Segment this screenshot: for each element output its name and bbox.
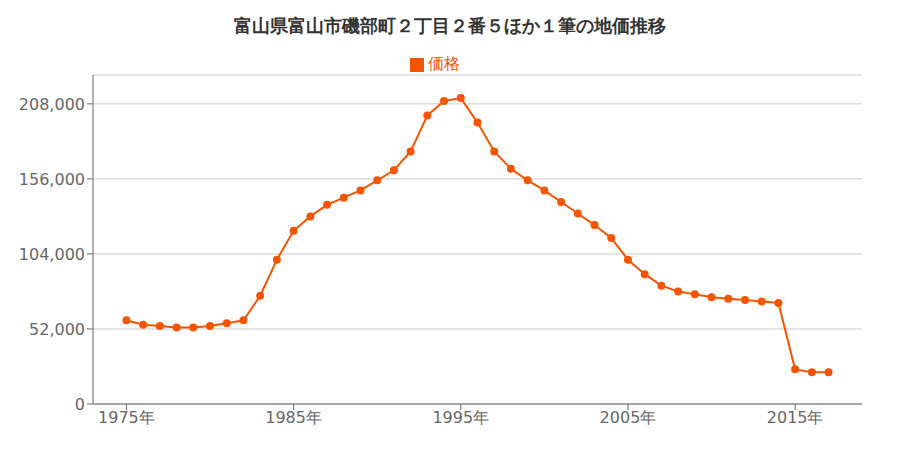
html-text:価格: 価格 bbox=[428, 54, 460, 73]
svg-text:156,000: 156,000 bbox=[19, 170, 85, 189]
svg-text:0: 0 bbox=[75, 395, 85, 414]
html-text:富山県富山市磯部町２丁目２番５ほか１筆の地価推移: 富山県富山市磯部町２丁目２番５ほか１筆の地価推移 bbox=[234, 15, 666, 36]
svg-text:52,000: 52,000 bbox=[29, 320, 85, 339]
svg-text:1985年: 1985年 bbox=[265, 408, 322, 427]
svg-text:2005年: 2005年 bbox=[600, 408, 657, 427]
svg-text:2015年: 2015年 bbox=[767, 408, 824, 427]
svg-text:208,000: 208,000 bbox=[19, 95, 85, 114]
svg-text:1995年: 1995年 bbox=[432, 408, 489, 427]
svg-text:104,000: 104,000 bbox=[19, 245, 85, 264]
svg-text:1975年: 1975年 bbox=[98, 408, 155, 427]
